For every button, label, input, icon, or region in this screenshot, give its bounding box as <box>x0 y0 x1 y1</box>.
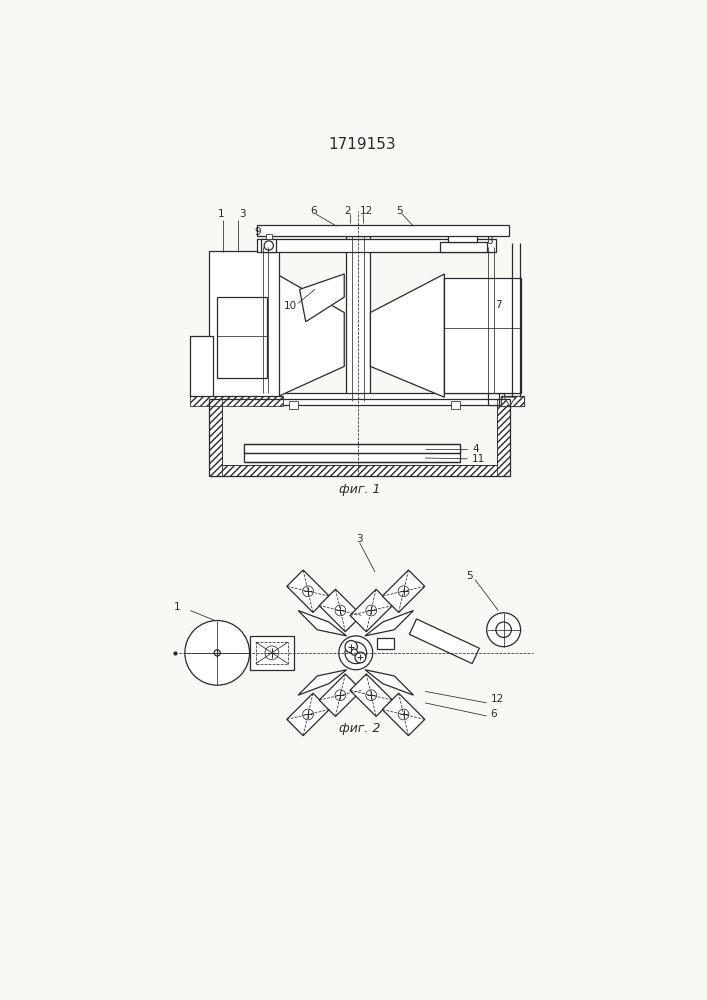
Bar <box>501 396 525 406</box>
Bar <box>190 396 283 406</box>
Circle shape <box>214 650 221 656</box>
Circle shape <box>303 586 313 597</box>
Text: 11: 11 <box>472 454 485 464</box>
Polygon shape <box>365 670 414 695</box>
Circle shape <box>339 636 373 670</box>
Polygon shape <box>370 274 444 397</box>
Circle shape <box>265 646 279 660</box>
Text: 5: 5 <box>397 206 403 216</box>
Bar <box>266 234 272 239</box>
Bar <box>244 452 460 462</box>
Polygon shape <box>365 610 414 636</box>
Polygon shape <box>382 570 425 612</box>
Bar <box>448 235 477 242</box>
Text: 6: 6 <box>491 709 497 719</box>
Circle shape <box>496 622 511 637</box>
Polygon shape <box>319 674 361 716</box>
Bar <box>489 393 499 405</box>
Circle shape <box>335 690 346 701</box>
Polygon shape <box>287 570 329 612</box>
Bar <box>501 396 525 406</box>
Bar <box>244 444 460 453</box>
Circle shape <box>185 620 250 685</box>
Polygon shape <box>382 693 425 736</box>
Bar <box>346 235 370 401</box>
Polygon shape <box>298 610 346 636</box>
Bar <box>190 336 214 397</box>
Circle shape <box>366 690 377 701</box>
Polygon shape <box>350 589 392 632</box>
Text: 3: 3 <box>356 534 363 544</box>
Bar <box>288 401 298 409</box>
Circle shape <box>351 649 357 655</box>
Bar <box>209 251 279 397</box>
Bar <box>217 297 267 378</box>
Text: фиг. 1: фиг. 1 <box>339 483 380 496</box>
Polygon shape <box>298 670 346 695</box>
Bar <box>209 465 510 476</box>
Text: фиг. 2: фиг. 2 <box>339 722 380 735</box>
Bar <box>440 242 486 252</box>
Text: 4: 4 <box>472 444 479 454</box>
Polygon shape <box>300 274 344 322</box>
Polygon shape <box>409 619 479 664</box>
Bar <box>444 278 521 393</box>
Polygon shape <box>276 274 344 397</box>
Polygon shape <box>319 589 361 632</box>
Circle shape <box>264 241 274 250</box>
Bar <box>257 239 496 252</box>
Text: 7: 7 <box>495 300 501 310</box>
Bar <box>257 393 268 405</box>
Text: 1719153: 1719153 <box>328 137 396 152</box>
Text: 5: 5 <box>467 571 473 581</box>
Polygon shape <box>287 693 329 736</box>
Text: 8: 8 <box>486 236 493 246</box>
Text: 1: 1 <box>174 602 180 612</box>
Circle shape <box>366 605 377 616</box>
Text: 1: 1 <box>218 209 224 219</box>
Text: 10: 10 <box>284 301 296 311</box>
Bar <box>250 636 294 670</box>
Text: 2: 2 <box>344 206 351 216</box>
Circle shape <box>486 613 520 647</box>
Text: 3: 3 <box>239 209 246 219</box>
Bar <box>450 401 460 409</box>
Circle shape <box>345 642 366 664</box>
Text: 6: 6 <box>310 206 317 216</box>
Bar <box>257 225 509 235</box>
Polygon shape <box>350 674 392 716</box>
Circle shape <box>398 586 409 597</box>
Bar <box>252 393 504 405</box>
Bar <box>498 399 510 476</box>
Circle shape <box>335 605 346 616</box>
Text: 12: 12 <box>491 694 504 704</box>
Polygon shape <box>504 397 515 406</box>
Circle shape <box>303 709 313 720</box>
Bar <box>378 638 395 649</box>
Bar <box>261 239 276 252</box>
Text: 12: 12 <box>360 206 373 216</box>
Circle shape <box>345 641 357 653</box>
Circle shape <box>355 652 366 663</box>
Text: 9: 9 <box>255 227 262 237</box>
Circle shape <box>398 709 409 720</box>
Bar <box>244 445 460 453</box>
Bar <box>209 399 222 476</box>
